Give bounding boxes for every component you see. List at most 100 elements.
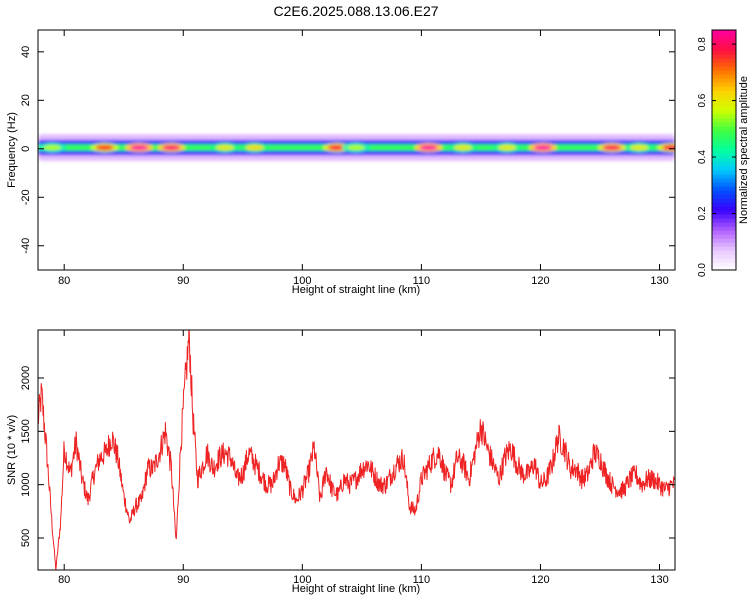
- colorbar-cell: [712, 218, 736, 223]
- colorbar-cell: [712, 62, 736, 67]
- band-peak: [215, 144, 234, 151]
- colorbar-cell: [712, 202, 736, 207]
- colorbar-cell: [712, 54, 736, 59]
- spectrogram-y-tick-label: -20: [20, 189, 32, 205]
- colorbar-cell: [712, 210, 736, 215]
- snr-y-axis-label: SNR (10 * v/v): [6, 415, 18, 485]
- colorbar-cell: [712, 86, 736, 91]
- colorbar-cell: [712, 74, 736, 79]
- colorbar-tick-label: 0.0: [697, 263, 708, 277]
- spectrogram-y-axis-label: Frequency (Hz): [6, 112, 18, 188]
- snr-y-tick-label: 2000: [20, 366, 32, 390]
- colorbar-cell: [712, 122, 736, 127]
- snr-x-tick-label: 130: [650, 574, 668, 586]
- colorbar-cell: [712, 134, 736, 139]
- band-peak: [630, 144, 649, 151]
- band-peak: [327, 144, 346, 151]
- colorbar-tick-label: 0.6: [697, 93, 708, 107]
- band-peak: [130, 144, 149, 151]
- colorbar-cell: [712, 246, 736, 251]
- band-peak: [346, 144, 365, 151]
- colorbar-cell: [712, 90, 736, 95]
- spectrogram-x-tick-label: 100: [293, 275, 311, 287]
- band-peak: [533, 144, 552, 151]
- spectrogram-y-tick-label: 40: [20, 46, 32, 58]
- colorbar-cell: [712, 82, 736, 87]
- snr-y-tick-label: 1000: [20, 472, 32, 496]
- colorbar-cell: [712, 230, 736, 235]
- colorbar-cell: [712, 102, 736, 107]
- colorbar-cell: [712, 50, 736, 55]
- spectrogram-x-tick-label: 130: [650, 275, 668, 287]
- band-peak: [454, 144, 473, 151]
- colorbar-cell: [712, 250, 736, 255]
- snr-y-tick-label: 1500: [20, 419, 32, 443]
- colorbar-cell: [712, 258, 736, 263]
- colorbar-cell: [712, 254, 736, 259]
- colorbar-cell: [712, 166, 736, 171]
- colorbar-cell: [712, 186, 736, 191]
- spectrogram-x-tick-label: 120: [531, 275, 549, 287]
- colorbar-cell: [712, 106, 736, 111]
- colorbar-cell: [712, 114, 736, 119]
- band-peak: [419, 144, 438, 151]
- snr-x-tick-label: 100: [293, 574, 311, 586]
- colorbar-cell: [712, 266, 736, 271]
- band-peak: [95, 144, 114, 151]
- colorbar-cell: [712, 130, 736, 135]
- spectrogram-x-axis-label: Height of straight line (km): [292, 284, 420, 296]
- colorbar: 0.0 0.2 0.4 0.6 0.8 Normalized spectral ampl…: [697, 29, 750, 277]
- colorbar-cell: [712, 70, 736, 75]
- colorbar-cell: [712, 38, 736, 43]
- snr-series-line: [38, 330, 675, 570]
- colorbar-tick-label: 0.2: [697, 206, 708, 220]
- colorbar-cell: [712, 174, 736, 179]
- band-peak: [43, 144, 62, 151]
- spectrogram-frame: [37, 29, 676, 271]
- snr-x-tick-label: 120: [531, 574, 549, 586]
- colorbar-tick-label: 0.4: [697, 150, 708, 164]
- colorbar-cell: [712, 34, 736, 39]
- colorbar-cell: [712, 226, 736, 231]
- figure-title: C2E6.2025.088.13.06.E27: [273, 3, 438, 19]
- band-peak: [498, 144, 517, 151]
- snr-plot-area: [38, 330, 675, 570]
- spectrogram-x-tick-label: 90: [177, 275, 189, 287]
- colorbar-cell: [712, 58, 736, 63]
- colorbar-cell: [712, 182, 736, 187]
- colorbar-cell: [712, 262, 736, 267]
- spectrogram-y-ticks: -40 -20 0 20 40: [20, 46, 675, 254]
- colorbar-cell: [712, 170, 736, 175]
- spectrogram-y-tick-label: 20: [20, 94, 32, 106]
- colorbar-cell: [712, 46, 736, 51]
- colorbar-cell: [712, 138, 736, 143]
- spectrogram-y-tick-label: 0: [20, 146, 32, 152]
- colorbar-cell: [712, 234, 736, 239]
- colorbar-gradient: [712, 30, 736, 271]
- colorbar-cell: [712, 238, 736, 243]
- colorbar-cell: [712, 206, 736, 211]
- colorbar-cell: [712, 94, 736, 99]
- colorbar-cell: [712, 154, 736, 159]
- colorbar-cell: [712, 158, 736, 163]
- spectrogram-panel: 80 90 100 110 120 130 -40 -20 0 20 40 Height of s…: [6, 29, 676, 296]
- colorbar-cell: [712, 242, 736, 247]
- colorbar-cell: [712, 194, 736, 199]
- colorbar-cell: [712, 146, 736, 151]
- spectrogram-x-tick-label: 80: [58, 275, 70, 287]
- snr-x-tick-label: 90: [177, 574, 189, 586]
- colorbar-cell: [712, 126, 736, 131]
- colorbar-cell: [712, 214, 736, 219]
- colorbar-cell: [712, 198, 736, 203]
- band-peak: [662, 144, 675, 151]
- snr-x-axis-label: Height of straight line (km): [292, 583, 420, 595]
- colorbar-cell: [712, 162, 736, 167]
- colorbar-cell: [712, 150, 736, 155]
- snr-y-tick-label: 500: [20, 529, 32, 547]
- spectrogram-x-ticks: 80 90 100 110 120 130: [58, 30, 669, 287]
- colorbar-ticks: 0.0 0.2 0.4 0.6 0.8: [697, 37, 736, 277]
- band-peak: [162, 144, 181, 151]
- spectrogram-y-tick-label: -40: [20, 238, 32, 254]
- colorbar-cell: [712, 78, 736, 83]
